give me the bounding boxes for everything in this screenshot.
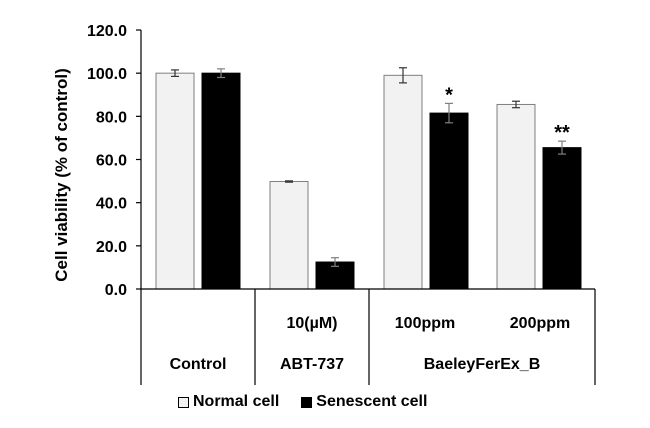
normal-cell-bar — [155, 72, 195, 290]
y-tick-label: 80.0 — [96, 109, 127, 126]
legend-item-normal: Normal cell — [178, 393, 279, 411]
y-tick-label: 20.0 — [96, 239, 127, 256]
significance-marker: * — [445, 84, 453, 106]
legend-label-senescent: Senescent cell — [316, 393, 428, 410]
normal-cell-bar — [269, 181, 309, 290]
bars: *** — [155, 67, 582, 290]
senescent-cell-swatch — [301, 396, 313, 408]
senescent-cell-bar — [429, 112, 469, 290]
y-tick-label: 120.0 — [87, 23, 127, 40]
y-axis: 0.0 20.0 40.0 60.0 80.0 100.0 120.0 — [87, 23, 142, 385]
treatment-label: Control — [170, 356, 227, 373]
treatment-label: ABT-737 — [280, 356, 344, 373]
dose-label: 10(µM) — [287, 315, 338, 332]
treatment-label: BaeleyFerEx_B — [424, 356, 541, 373]
y-tick-label: 0.0 — [105, 282, 127, 299]
senescent-cell-bar — [201, 72, 241, 290]
normal-cell-bar — [383, 74, 423, 290]
legend-label-normal: Normal cell — [193, 393, 280, 410]
normal-cell-bar — [496, 103, 536, 290]
senescent-cell-bar — [542, 147, 582, 290]
dose-label: 100ppm — [395, 315, 455, 332]
y-axis-label: Cell viability (% of control) — [52, 68, 71, 281]
dose-label: 200ppm — [510, 315, 570, 332]
significance-marker: ** — [554, 122, 570, 144]
y-tick-label: 60.0 — [96, 153, 127, 170]
category-table: 10(µM) 100ppm 200ppm Control ABT-737 BaeleyFe… — [141, 288, 596, 385]
legend-item-senescent: Senescent cell — [301, 393, 427, 411]
normal-cell-swatch — [178, 396, 189, 408]
y-tick-label: 100.0 — [87, 66, 127, 83]
legend: Normal cell Senescent cell — [178, 393, 449, 411]
y-tick-label: 40.0 — [96, 196, 127, 213]
